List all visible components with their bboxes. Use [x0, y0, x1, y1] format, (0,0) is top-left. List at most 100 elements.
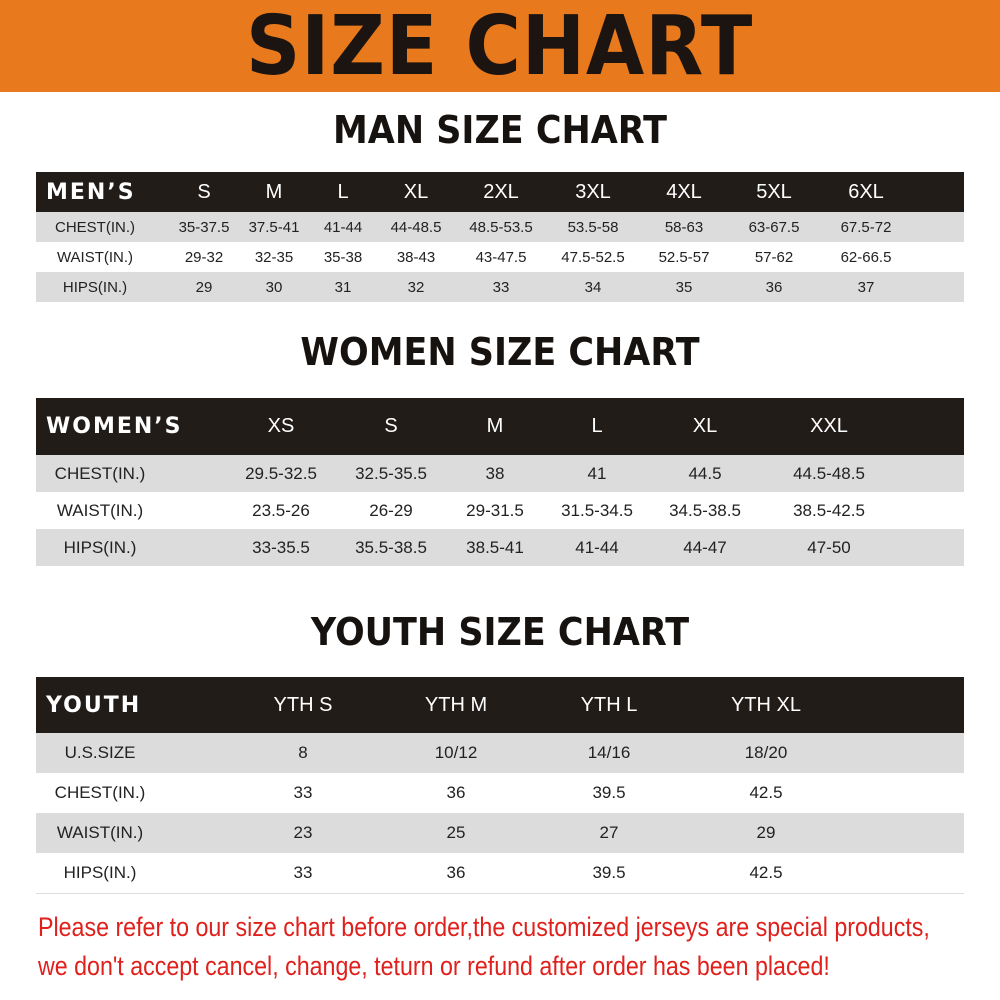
- table-cell: 32: [407, 278, 425, 296]
- table-cell: 37.5-41: [248, 218, 300, 236]
- table-cell: 30: [265, 278, 283, 296]
- table-cell: 33: [293, 783, 313, 802]
- table-row: HIPS(IN.) 33 36 39.5 42.5: [36, 853, 964, 893]
- table-cell: 44-48.5: [390, 218, 442, 236]
- row-label: HIPS(IN.): [63, 863, 137, 882]
- table-cell: 33: [293, 863, 313, 882]
- row-label: CHEST(IN.): [54, 463, 146, 483]
- size-column-header: M: [486, 415, 504, 437]
- row-label: CHEST(IN.): [55, 218, 135, 236]
- size-column-header: 4XL: [666, 180, 702, 203]
- table-cell: 38-43: [396, 248, 436, 266]
- size-column-header: 3XL: [575, 180, 611, 203]
- table-cell: 35: [675, 278, 693, 296]
- table-cell: 33-35.5: [252, 537, 310, 557]
- table-row: HIPS(IN.) 33-35.5 35.5-38.5 38.5-41 41-44 44-…: [36, 529, 964, 566]
- table-cell: 44-47: [683, 537, 727, 557]
- notice-line-2: we don't accept cancel, change, teturn o…: [38, 951, 830, 981]
- table-cell: 43-47.5: [475, 248, 527, 266]
- table-cell: 39.5: [592, 783, 626, 802]
- table-cell: 67.5-72: [840, 218, 892, 236]
- table-cell: 39.5: [592, 863, 626, 882]
- row-label: HIPS(IN.): [62, 278, 128, 296]
- size-column-header: XXL: [810, 415, 848, 437]
- size-column-header: 5XL: [756, 180, 792, 203]
- table-cell: 23: [293, 823, 313, 842]
- table-cell: 47.5-52.5: [561, 248, 625, 266]
- table-row: U.S.SIZE 8 10/12 14/16 18/20: [36, 733, 964, 773]
- table-cell: 41-44: [323, 218, 363, 236]
- table-cell: 34.5-38.5: [669, 500, 741, 520]
- men-header-label: MEN’S: [46, 179, 136, 205]
- women-title: WOMEN SIZE CHART: [300, 330, 700, 374]
- banner-title: SIZE CHART: [246, 0, 754, 94]
- size-column-header: M: [265, 180, 283, 203]
- table-row: WAIST(IN.) 23.5-26 26-29 29-31.5 31.5-34.5 34…: [36, 492, 964, 529]
- table-row: CHEST(IN.) 33 36 39.5 42.5: [36, 773, 964, 813]
- table-cell: 29: [195, 278, 213, 296]
- row-label: WAIST(IN.): [56, 500, 144, 520]
- row-label: U.S.SIZE: [64, 743, 136, 762]
- youth-header-label: YOUTH: [46, 692, 142, 718]
- row-label: HIPS(IN.): [63, 537, 137, 557]
- row-label: CHEST(IN.): [54, 783, 146, 802]
- table-row: WAIST(IN.) 29-32 32-35 35-38 38-43 43-47.5 47.…: [36, 242, 964, 272]
- table-cell: 38.5-42.5: [793, 500, 865, 520]
- table-cell: 35.5-38.5: [355, 537, 427, 557]
- women-size-table: WOMEN’S XS S M L XL XXL CHEST(IN.) 29.5-32.5 32.5…: [36, 398, 964, 566]
- table-cell: 44.5: [688, 463, 722, 483]
- women-header-row: WOMEN’S XS S M L XL XXL: [36, 398, 964, 455]
- table-cell: 38: [485, 463, 505, 483]
- table-cell: 14/16: [587, 743, 631, 762]
- size-column-header: 6XL: [848, 180, 884, 203]
- table-cell: 42.5: [749, 783, 783, 802]
- table-cell: 44.5-48.5: [793, 463, 865, 483]
- table-cell: 29-31.5: [466, 500, 524, 520]
- table-cell: 31: [334, 278, 352, 296]
- table-cell: 25: [446, 823, 466, 842]
- table-cell: 10/12: [434, 743, 478, 762]
- table-cell: 36: [446, 863, 466, 882]
- men-size-table: MEN’S S M L XL 2XL 3XL 4XL 5XL 6XL CHEST(IN.) 35-37…: [36, 172, 964, 302]
- size-column-header: XL: [403, 180, 429, 203]
- size-column-header: XL: [692, 415, 718, 437]
- table-cell: 52.5-57: [658, 248, 710, 266]
- table-cell: 38.5-41: [466, 537, 524, 557]
- table-cell: 32-35: [254, 248, 294, 266]
- table-cell: 29: [756, 823, 776, 842]
- table-cell: 58-63: [664, 218, 704, 236]
- table-cell: 48.5-53.5: [469, 218, 533, 236]
- table-cell: 36: [765, 278, 783, 296]
- table-cell: 34: [584, 278, 602, 296]
- women-header-label: WOMEN’S: [46, 414, 183, 439]
- table-cell: 35-38: [323, 248, 363, 266]
- table-cell: 8: [298, 743, 308, 762]
- table-cell: 62-66.5: [840, 248, 892, 266]
- table-cell: 29-32: [184, 248, 224, 266]
- table-cell: 42.5: [749, 863, 783, 882]
- size-column-header: L: [337, 180, 349, 203]
- table-cell: 26-29: [369, 500, 413, 520]
- table-cell: 29.5-32.5: [245, 463, 317, 483]
- size-column-header: YTH M: [424, 693, 488, 716]
- youth-header-row: YOUTH YTH S YTH M YTH L YTH XL: [36, 677, 964, 733]
- table-cell: 53.5-58: [567, 218, 619, 236]
- table-cell: 35-37.5: [178, 218, 230, 236]
- youth-title: YOUTH SIZE CHART: [310, 610, 690, 654]
- table-cell: 18/20: [744, 743, 788, 762]
- table-row: CHEST(IN.) 29.5-32.5 32.5-35.5 38 41 44.5 44.5…: [36, 455, 964, 492]
- size-chart-banner: SIZE CHART: [0, 0, 1000, 94]
- table-row: CHEST(IN.) 35-37.5 37.5-41 41-44 44-48.5 48.5…: [36, 212, 964, 242]
- row-label: WAIST(IN.): [56, 823, 144, 842]
- table-row: HIPS(IN.) 29 30 31 32 33 34 35 36 37: [36, 272, 964, 302]
- size-column-header: 2XL: [483, 180, 519, 203]
- table-cell: 33: [492, 278, 510, 296]
- men-header-row: MEN’S S M L XL 2XL 3XL 4XL 5XL 6XL: [36, 172, 964, 212]
- men-title: MAN SIZE CHART: [332, 108, 668, 152]
- table-cell: 41: [587, 463, 607, 483]
- table-cell: 57-62: [754, 248, 794, 266]
- table-cell: 47-50: [807, 537, 851, 557]
- youth-size-table: YOUTH YTH S YTH M YTH L YTH XL U.S.SIZE 8 10/12…: [36, 677, 964, 894]
- table-cell: 36: [446, 783, 466, 802]
- size-column-header: L: [591, 415, 603, 437]
